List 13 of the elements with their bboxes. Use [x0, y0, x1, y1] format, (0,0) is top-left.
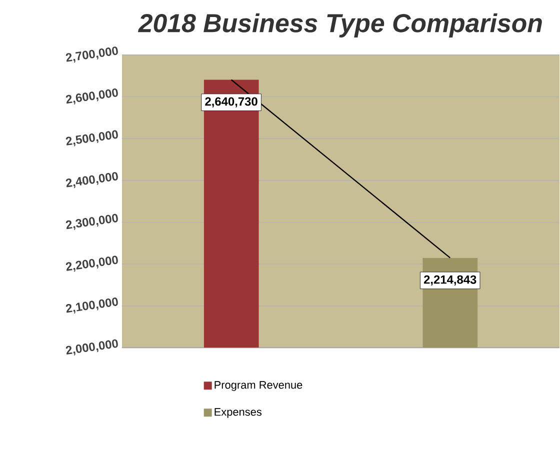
y-tick-label: 2,700,000 — [66, 46, 118, 63]
y-tick-label: 2,100,000 — [66, 298, 118, 314]
legend-label: Program Revenue — [214, 381, 302, 392]
data-label: 2,214,843 — [424, 276, 476, 286]
y-tick-label: 2,300,000 — [66, 214, 118, 230]
data-label: 2,640,730 — [205, 97, 258, 108]
y-tick-label: 2,600,000 — [66, 88, 118, 105]
y-tick-label: 2,400,000 — [66, 172, 118, 188]
chart-title: 2018 Business Type Comparison — [138, 14, 542, 38]
y-tick-label: 2,500,000 — [66, 130, 118, 146]
y-tick-label: 2,000,000 — [66, 340, 118, 356]
legend-label: Expenses — [214, 408, 262, 418]
y-tick-label: 2,200,000 — [66, 256, 118, 272]
